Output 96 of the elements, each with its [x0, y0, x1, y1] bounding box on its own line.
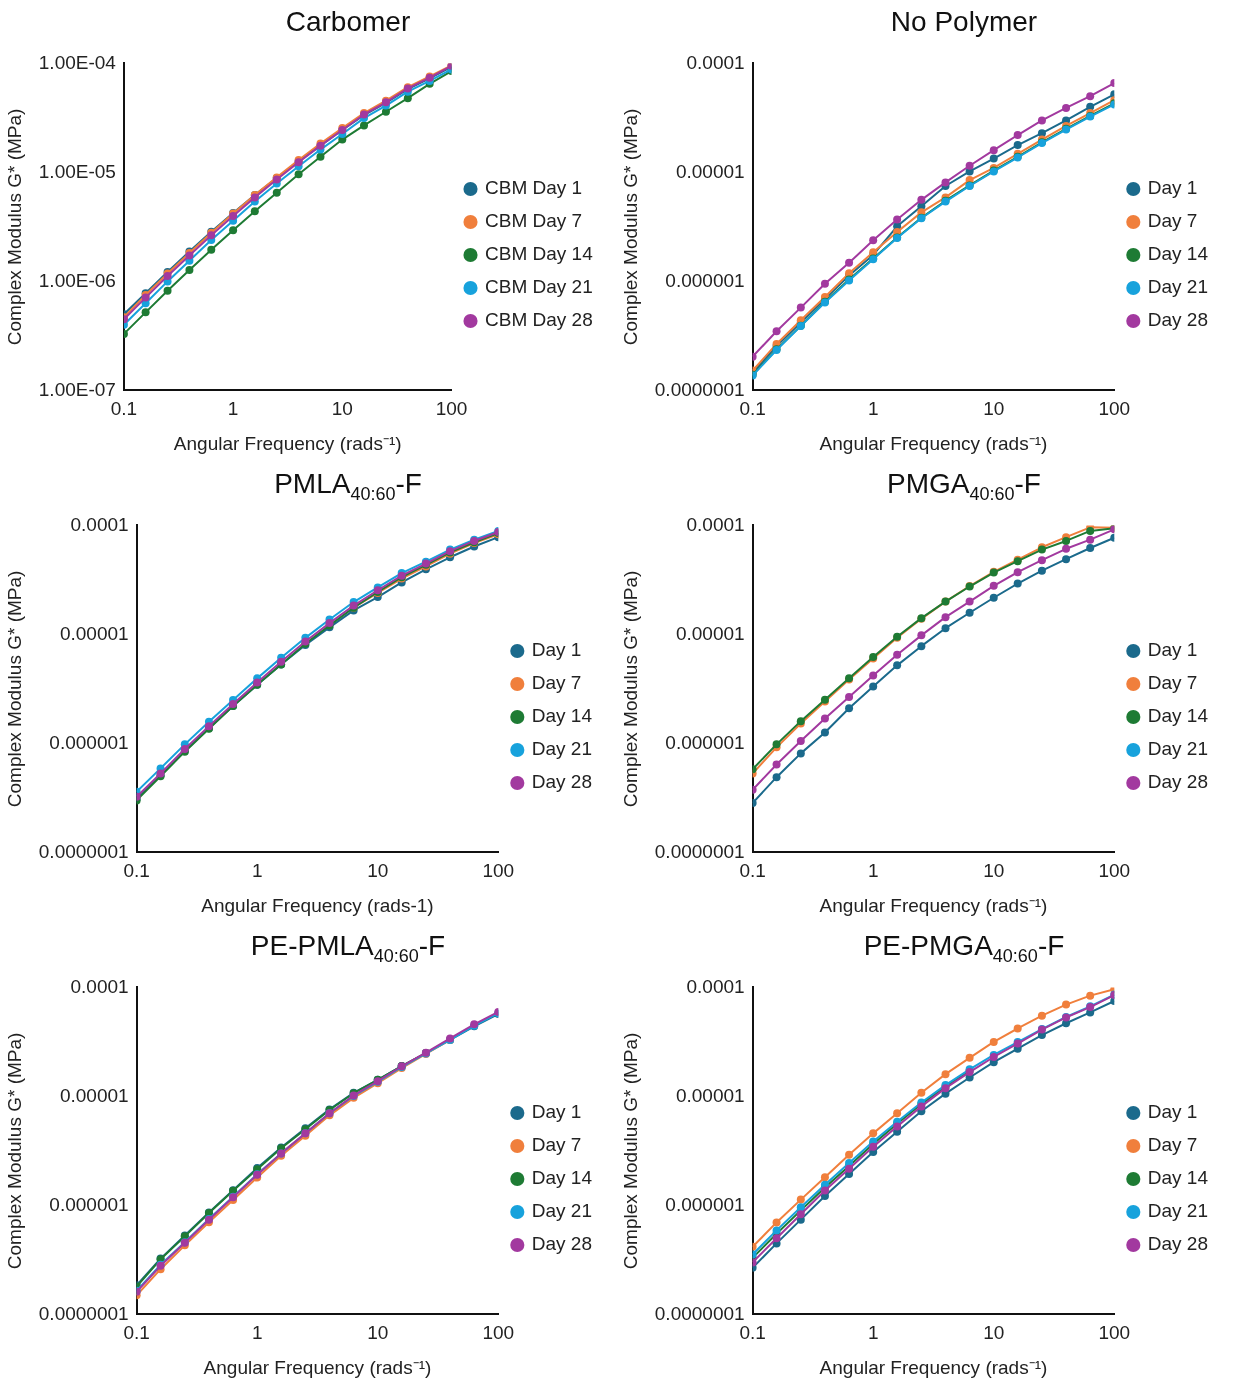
legend-label: CBM Day 1 [485, 177, 583, 199]
x-tick-label: 100 [482, 860, 515, 882]
x-tick-label: 1 [251, 1322, 263, 1344]
chart-title: PMLA$_{40:60}$-F [273, 467, 423, 506]
y-tick-label: 1.00E-04 [38, 51, 117, 73]
y-tick-label: 1.00E-07 [38, 378, 116, 400]
y-axis-title: Complex Modulus G* (MPa) [3, 570, 25, 808]
y-tick-label: 0.0001 [686, 51, 745, 73]
legend-label: Day 1 [531, 639, 582, 661]
x-axis-title: Angular Frequency (rads⁻¹) [203, 1356, 432, 1378]
y-tick-label: 0.000001 [665, 269, 745, 291]
y-tick-label: 0.0000001 [654, 1302, 745, 1324]
y-axis-title: Complex Modulus G* (MPa) [3, 1032, 25, 1270]
legend-label: Day 7 [1147, 210, 1198, 232]
x-tick-label: 100 [1098, 1322, 1131, 1344]
legend-label: Day 28 [531, 1233, 592, 1255]
y-tick-label: 0.0000001 [654, 378, 745, 400]
chart-title: PE-PMGA$_{40:60}$-F [862, 929, 1066, 968]
y-tick-label: 0.000001 [665, 1193, 745, 1215]
y-tick-label: 0.00001 [59, 622, 129, 644]
y-tick-label: 1.00E-06 [38, 269, 116, 291]
y-tick-label: 0.00001 [675, 622, 745, 644]
legend-label: Day 21 [1147, 276, 1208, 298]
legend-label: Day 21 [1147, 738, 1208, 760]
legend-label: Day 14 [1147, 705, 1209, 727]
y-tick-label: 0.000001 [665, 731, 745, 753]
x-tick-label: 1 [867, 1322, 879, 1344]
legend-label: Day 21 [531, 1200, 592, 1222]
x-tick-label: 100 [1098, 398, 1131, 420]
legend-label: Day 14 [1147, 243, 1209, 265]
x-tick-label: 0.1 [110, 398, 138, 420]
legend-label: Day 28 [1147, 1233, 1208, 1255]
legend-label: Day 28 [531, 771, 592, 793]
x-tick-label: 0.1 [123, 1322, 150, 1344]
x-tick-label: 0.1 [739, 1322, 766, 1344]
y-tick-label: 1.00E-05 [38, 160, 116, 182]
x-axis-title: Angular Frequency (rads⁻¹) [819, 1356, 1048, 1378]
x-axis-title: Angular Frequency (rads-1) [201, 894, 434, 916]
x-axis-title: Angular Frequency (rads⁻¹) [819, 432, 1048, 454]
legend-label: Day 28 [1147, 771, 1208, 793]
legend-label: Day 7 [1147, 672, 1198, 694]
x-tick-label: 1 [227, 398, 239, 420]
legend-label: Day 21 [531, 738, 592, 760]
legend-label: Day 21 [1147, 1200, 1208, 1222]
y-tick-label: 0.0000001 [38, 840, 129, 862]
y-axis-title: Complex Modulus G* (MPa) [619, 570, 641, 808]
x-tick-label: 0.1 [739, 860, 766, 882]
x-tick-label: 100 [435, 398, 468, 420]
x-tick-label: 100 [1098, 860, 1131, 882]
legend-label: Day 1 [1147, 639, 1198, 661]
legend-label: Day 28 [1147, 309, 1208, 331]
x-tick-label: 1 [251, 860, 263, 882]
y-tick-label: 0.0001 [70, 513, 129, 535]
legend-label: Day 7 [531, 672, 582, 694]
legend-label: Day 7 [1147, 1134, 1198, 1156]
x-tick-label: 10 [983, 860, 1005, 882]
legend-label: Day 14 [1147, 1167, 1209, 1189]
legend-label: CBM Day 28 [485, 309, 593, 331]
y-axis-title: Complex Modulus G* (MPa) [619, 1032, 641, 1270]
x-tick-label: 10 [983, 1322, 1005, 1344]
legend-label: CBM Day 21 [485, 276, 593, 298]
y-tick-label: 0.00001 [675, 160, 745, 182]
y-tick-label: 0.0001 [686, 975, 745, 997]
legend-label: Day 14 [531, 1167, 593, 1189]
y-tick-label: 0.0000001 [654, 840, 745, 862]
chart-title: PMGA$_{40:60}$-F [886, 467, 1042, 506]
x-tick-label: 1 [867, 398, 879, 420]
y-axis-title: Complex Modulus G* (MPa) [3, 108, 25, 346]
x-axis-title: Angular Frequency (rads⁻¹) [819, 894, 1048, 916]
x-tick-label: 10 [331, 398, 353, 420]
y-tick-label: 0.000001 [49, 731, 129, 753]
y-tick-label: 0.000001 [49, 1193, 129, 1215]
x-tick-label: 10 [367, 860, 389, 882]
y-tick-label: 0.00001 [675, 1084, 745, 1106]
legend-label: CBM Day 14 [485, 243, 594, 265]
y-tick-label: 0.00001 [59, 1084, 129, 1106]
x-tick-label: 0.1 [739, 398, 766, 420]
x-tick-label: 1 [867, 860, 879, 882]
legend-label: CBM Day 7 [485, 210, 583, 232]
legend-label: Day 1 [1147, 177, 1198, 199]
x-tick-label: 0.1 [123, 860, 150, 882]
y-tick-label: 0.0001 [70, 975, 129, 997]
y-axis-title: Complex Modulus G* (MPa) [619, 108, 641, 346]
x-tick-label: 10 [983, 398, 1005, 420]
x-tick-label: 10 [367, 1322, 389, 1344]
legend-label: Day 7 [531, 1134, 582, 1156]
legend-label: Day 1 [1147, 1101, 1198, 1123]
y-tick-label: 0.0001 [686, 513, 745, 535]
y-tick-label: 0.0000001 [38, 1302, 129, 1324]
chart-title: No Polymer [889, 5, 1039, 39]
x-tick-label: 100 [482, 1322, 515, 1344]
x-axis-title: Angular Frequency (rads⁻¹) [173, 432, 402, 454]
chart-title: PE-PMLA$_{40:60}$-F [249, 929, 447, 968]
legend-label: Day 14 [531, 705, 593, 727]
legend-label: Day 1 [531, 1101, 582, 1123]
chart-title: Carbomer [284, 5, 412, 39]
